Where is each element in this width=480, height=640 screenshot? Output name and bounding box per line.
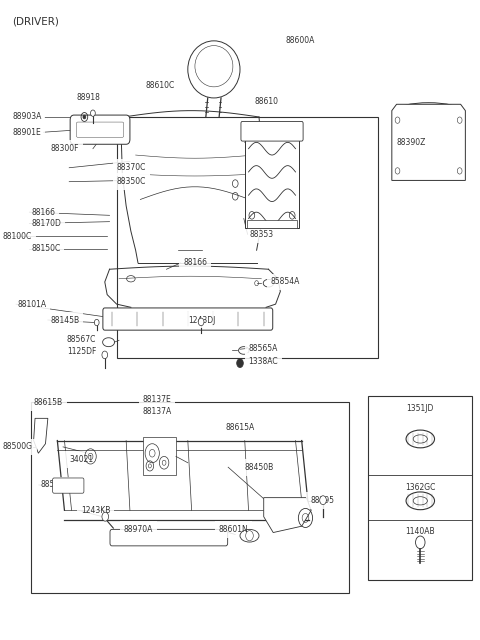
Text: 88903A: 88903A	[12, 113, 42, 122]
Text: 88500G: 88500G	[3, 442, 33, 451]
Text: 88567C: 88567C	[67, 335, 96, 344]
Text: 88601N: 88601N	[219, 525, 249, 534]
Polygon shape	[34, 419, 48, 453]
Text: 88600A: 88600A	[285, 36, 314, 45]
Text: 34021: 34021	[69, 455, 93, 464]
Text: 88390Z: 88390Z	[396, 138, 426, 147]
Bar	[31, 403, 349, 593]
Bar	[245, 130, 300, 228]
Text: 1338AC: 1338AC	[249, 356, 278, 365]
Text: 88195: 88195	[310, 496, 334, 506]
Text: 88565A: 88565A	[249, 344, 278, 353]
Bar	[117, 117, 378, 358]
Text: 88100C: 88100C	[3, 232, 32, 241]
FancyBboxPatch shape	[103, 308, 273, 330]
FancyBboxPatch shape	[53, 478, 84, 493]
Text: 1140AB: 1140AB	[406, 527, 435, 536]
Text: 1243DJ: 1243DJ	[188, 316, 215, 324]
FancyBboxPatch shape	[70, 115, 130, 144]
Bar	[143, 437, 176, 476]
Bar	[368, 396, 472, 580]
Text: 1243KB: 1243KB	[81, 506, 110, 515]
Text: 88615B: 88615B	[34, 398, 63, 407]
Text: 88615A: 88615A	[226, 423, 255, 433]
Text: 88970A: 88970A	[124, 525, 153, 534]
Text: 88370C: 88370C	[117, 163, 146, 172]
Circle shape	[95, 319, 99, 326]
Text: 88610C: 88610C	[145, 81, 174, 90]
Text: 1362GC: 1362GC	[405, 483, 435, 492]
Text: 88918: 88918	[76, 93, 100, 102]
Text: (DRIVER): (DRIVER)	[12, 17, 59, 27]
Text: 88145B: 88145B	[50, 316, 79, 324]
Text: 88137A: 88137A	[143, 408, 172, 417]
Text: 88150C: 88150C	[31, 244, 60, 253]
Ellipse shape	[188, 41, 240, 98]
Circle shape	[102, 351, 108, 358]
Text: 88166: 88166	[31, 207, 55, 217]
Text: 88101A: 88101A	[17, 300, 46, 308]
Text: 85854A: 85854A	[271, 277, 300, 287]
Polygon shape	[264, 498, 311, 532]
Text: 88166: 88166	[183, 259, 207, 268]
Circle shape	[320, 496, 326, 504]
Text: 88353: 88353	[250, 230, 274, 239]
Text: 1125DF: 1125DF	[67, 348, 96, 356]
Circle shape	[91, 110, 96, 116]
Circle shape	[237, 358, 243, 367]
Polygon shape	[392, 104, 466, 180]
Text: 88450B: 88450B	[245, 463, 274, 472]
Text: 88137E: 88137E	[143, 395, 171, 404]
Circle shape	[102, 512, 108, 521]
Text: 88170D: 88170D	[31, 219, 61, 228]
Circle shape	[83, 115, 86, 119]
FancyBboxPatch shape	[241, 122, 303, 141]
Text: 88350C: 88350C	[117, 177, 146, 186]
FancyBboxPatch shape	[110, 529, 228, 546]
Text: 88901E: 88901E	[12, 128, 41, 137]
Text: 88501A: 88501A	[41, 481, 70, 490]
Text: 88610: 88610	[254, 97, 278, 106]
Text: 1351JD: 1351JD	[407, 404, 434, 413]
Circle shape	[198, 318, 204, 326]
Bar	[247, 220, 297, 228]
Text: 88300F: 88300F	[50, 144, 79, 153]
Text: 88310G: 88310G	[261, 131, 291, 141]
